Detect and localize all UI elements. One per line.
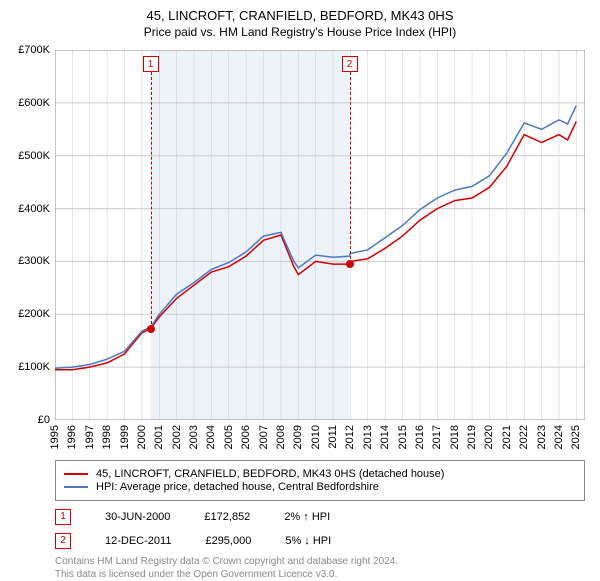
title-line-1: 45, LINCROFT, CRANFIELD, BEDFORD, MK43 0… — [0, 8, 600, 23]
x-axis-tick-label: 1998 — [101, 425, 113, 449]
chart-area: £0£100K£200K£300K£400K£500K£600K£700K 19… — [55, 50, 585, 420]
x-axis-tick-label: 2004 — [205, 425, 217, 449]
attribution-text: Contains HM Land Registry data © Crown c… — [55, 555, 585, 581]
x-axis-tick-label: 2011 — [327, 425, 339, 449]
x-axis-tick-label: 2012 — [344, 425, 356, 449]
line-chart — [55, 50, 585, 420]
title-line-2: Price paid vs. HM Land Registry's House … — [0, 25, 600, 39]
legend-and-footer: 45, LINCROFT, CRANFIELD, BEDFORD, MK43 0… — [55, 460, 585, 581]
x-axis-tick-label: 2025 — [570, 425, 582, 449]
x-axis-tick-label: 2005 — [223, 425, 235, 449]
x-axis-tick-label: 2009 — [292, 425, 304, 449]
x-axis-tick-label: 2010 — [310, 425, 322, 449]
sale-marker-guide — [151, 72, 152, 329]
x-axis-tick-label: 2023 — [536, 425, 548, 449]
x-axis-tick-label: 2024 — [553, 425, 565, 449]
x-axis-tick-label: 2013 — [362, 425, 374, 449]
attribution-line: Contains HM Land Registry data © Crown c… — [55, 555, 585, 568]
sale-marker-guide — [350, 72, 351, 264]
legend-label: HPI: Average price, detached house, Cent… — [96, 481, 379, 493]
sale-marker-badge: 2 — [55, 533, 71, 549]
x-axis-tick-label: 2017 — [431, 425, 443, 449]
x-axis-tick-label: 2016 — [414, 425, 426, 449]
sale-marker-badge: 1 — [55, 509, 71, 525]
legend-swatch — [64, 473, 88, 475]
legend-item: 45, LINCROFT, CRANFIELD, BEDFORD, MK43 0… — [64, 468, 576, 480]
sale-marker-dot — [346, 260, 354, 268]
x-axis-tick-label: 2020 — [483, 425, 495, 449]
sale-date: 12-DEC-2011 — [105, 535, 171, 547]
x-axis-tick-label: 2014 — [379, 425, 391, 449]
x-axis-tick-label: 1996 — [66, 425, 78, 449]
x-axis-tick-label: 1997 — [84, 425, 96, 449]
legend-item: HPI: Average price, detached house, Cent… — [64, 481, 576, 493]
x-axis-tick-label: 2003 — [188, 425, 200, 449]
x-axis-tick-label: 2022 — [518, 425, 530, 449]
x-axis-tick-label: 2015 — [397, 425, 409, 449]
y-axis-tick-label: £200K — [18, 308, 50, 320]
y-axis-tick-label: £100K — [18, 361, 50, 373]
sale-marker-badge-on-chart: 2 — [342, 56, 358, 72]
x-axis-tick-label: 2007 — [258, 425, 270, 449]
chart-title-block: 45, LINCROFT, CRANFIELD, BEDFORD, MK43 0… — [0, 0, 600, 39]
sale-marker-dot — [147, 325, 155, 333]
x-axis-tick-label: 2000 — [136, 425, 148, 449]
y-axis-tick-label: £600K — [18, 97, 50, 109]
y-axis-tick-label: £500K — [18, 150, 50, 162]
sale-date: 30-JUN-2000 — [105, 511, 170, 523]
x-axis-tick-label: 2002 — [171, 425, 183, 449]
legend-swatch — [64, 486, 88, 488]
legend-box: 45, LINCROFT, CRANFIELD, BEDFORD, MK43 0… — [55, 460, 585, 501]
y-axis-tick-label: £400K — [18, 203, 50, 215]
sale-marker-badge-on-chart: 1 — [143, 56, 159, 72]
legend-label: 45, LINCROFT, CRANFIELD, BEDFORD, MK43 0… — [96, 468, 444, 480]
sale-price: £172,852 — [204, 511, 250, 523]
x-axis-tick-label: 2021 — [501, 425, 513, 449]
x-axis-tick-label: 2006 — [240, 425, 252, 449]
sale-record-row: 1 30-JUN-2000 £172,852 2% ↑ HPI — [55, 509, 585, 525]
sale-delta: 2% ↑ HPI — [284, 511, 330, 523]
sale-delta: 5% ↓ HPI — [285, 535, 331, 547]
x-axis-tick-label: 2008 — [275, 425, 287, 449]
attribution-line: This data is licensed under the Open Gov… — [55, 568, 585, 581]
y-axis-tick-label: £700K — [18, 44, 50, 56]
x-axis-tick-label: 2018 — [449, 425, 461, 449]
x-axis-tick-label: 2001 — [153, 425, 165, 449]
sale-record-row: 2 12-DEC-2011 £295,000 5% ↓ HPI — [55, 533, 585, 549]
x-axis-tick-label: 1999 — [119, 425, 131, 449]
sale-price: £295,000 — [205, 535, 251, 547]
x-axis-tick-label: 2019 — [466, 425, 478, 449]
x-axis-tick-label: 1995 — [49, 425, 61, 449]
y-axis-tick-label: £300K — [18, 255, 50, 267]
